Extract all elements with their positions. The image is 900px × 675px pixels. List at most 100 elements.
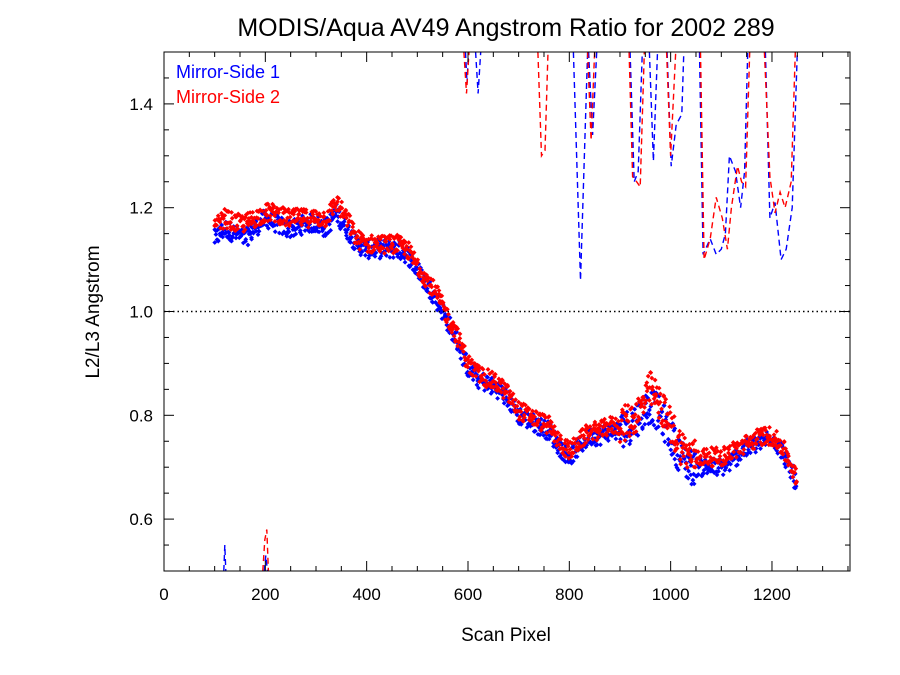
series-2-point <box>641 410 646 415</box>
series-2-point <box>510 391 516 397</box>
series-2-point <box>287 214 293 220</box>
series-2-point <box>513 397 518 403</box>
series-1-point <box>506 401 512 407</box>
series-2-point <box>396 236 402 242</box>
series-2-point <box>512 403 517 409</box>
series-1-point <box>313 226 319 232</box>
series-2-point <box>286 222 291 227</box>
series-2-point <box>664 425 670 431</box>
series-1-point <box>264 223 270 229</box>
series-2-point <box>609 415 615 421</box>
series-2-point <box>572 440 578 446</box>
series-2-point <box>268 217 273 223</box>
series-1-point <box>495 395 500 401</box>
series-2-point <box>439 293 445 299</box>
series-1-point <box>291 233 297 239</box>
series-1-point <box>341 219 347 225</box>
series-1-point <box>299 232 304 238</box>
series-1-point <box>229 238 234 244</box>
series-2-point <box>790 474 796 480</box>
series-2-point <box>654 398 660 404</box>
series-1-point <box>287 234 293 240</box>
x-tick-label: 1200 <box>753 585 791 604</box>
series-2-point <box>706 450 712 456</box>
series-2-point <box>724 456 730 462</box>
series-2-point <box>310 212 316 217</box>
series-2-point <box>701 451 707 457</box>
series-1-point <box>402 259 408 265</box>
series-1-point <box>758 446 763 452</box>
series-1-point <box>286 229 292 235</box>
series-1-point <box>335 214 341 220</box>
series-2-point <box>558 433 563 438</box>
series-2-point <box>710 463 715 469</box>
series-1-point <box>485 374 491 380</box>
series-1-dashed-spike <box>629 52 643 183</box>
series-2-point <box>766 437 771 443</box>
series-2-point <box>347 213 353 219</box>
series-2-point <box>394 232 400 238</box>
series-1-dashed-spike <box>263 555 269 571</box>
series-2-point <box>595 434 601 440</box>
series-2-point <box>408 244 414 250</box>
series-2-point <box>277 217 283 223</box>
y-tick-label: 0.6 <box>129 510 153 529</box>
chart-title: MODIS/Aqua AV49 Angstrom Ratio for 2002 … <box>237 14 774 42</box>
series-1-point <box>662 439 668 445</box>
series-2-point <box>612 422 618 428</box>
series-2-point <box>659 406 664 412</box>
series-2-point <box>645 373 651 379</box>
series-2-point <box>643 398 649 403</box>
series-1-dashed-spike <box>223 544 227 571</box>
series-1-point <box>628 438 633 444</box>
series-1-point <box>690 477 696 483</box>
series-2-point <box>641 394 646 400</box>
series-2-point <box>480 366 486 372</box>
series-2-point <box>250 209 256 215</box>
series-2-point <box>624 430 630 436</box>
series-1-point <box>546 436 552 442</box>
series-2-dashed-spike <box>699 52 751 260</box>
series-1-point <box>248 223 253 229</box>
series-2-point <box>646 397 652 403</box>
series-2-point <box>457 335 463 341</box>
series-2-point <box>514 403 520 409</box>
series-2-point <box>216 217 222 223</box>
series-1-point <box>350 245 356 250</box>
series-2-point <box>510 400 515 406</box>
series-2-point <box>518 409 524 415</box>
series-2-point <box>718 449 723 455</box>
series-2-point <box>585 437 591 443</box>
series-1-point <box>240 231 245 237</box>
series-1-point <box>280 231 285 237</box>
series-1-point <box>355 237 361 242</box>
series-2-point <box>597 428 603 433</box>
series-2-point <box>619 429 625 435</box>
series-2-point <box>330 211 336 217</box>
series-1-point <box>555 450 561 456</box>
series-2-point <box>486 381 492 386</box>
series-2-point <box>346 218 352 224</box>
series-1-dashed-spike <box>764 52 798 263</box>
series-2-point <box>767 433 773 439</box>
series-2-point <box>713 445 719 451</box>
series-2-dashed-spike <box>763 52 796 214</box>
series-2-point <box>465 364 471 370</box>
series-2-point <box>308 218 314 224</box>
series-2-point <box>656 410 661 416</box>
series-2-point <box>661 393 667 399</box>
series-2-point <box>754 436 760 442</box>
series-2-point <box>571 436 577 441</box>
series-2-point <box>740 451 746 457</box>
series-2-point <box>564 447 569 453</box>
series-2-point <box>569 454 575 459</box>
series-2-point <box>247 219 253 225</box>
series-1-point <box>220 234 226 240</box>
series-2-point <box>738 449 743 455</box>
series-1-point <box>620 444 626 449</box>
series-2-point <box>391 236 397 241</box>
series-2-point <box>717 457 723 463</box>
series-2-point <box>316 217 322 223</box>
series-2-point <box>271 203 277 209</box>
